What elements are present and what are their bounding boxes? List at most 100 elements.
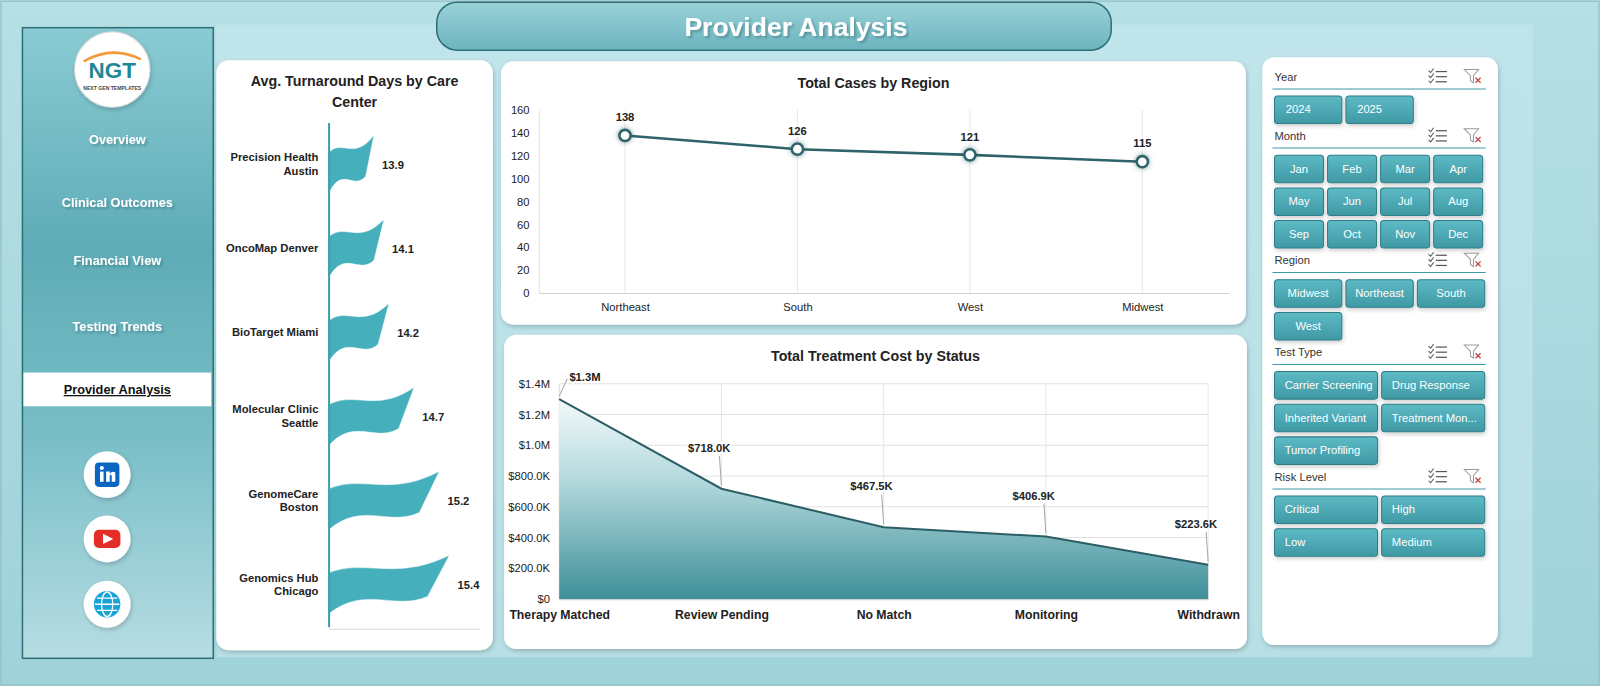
slicer-button[interactable]: Dec [1434,221,1483,249]
button-bg[interactable] [1381,155,1430,183]
button-bg[interactable] [1274,188,1323,216]
button-label[interactable]: Feb [1342,163,1361,175]
button-bg[interactable] [1346,96,1413,124]
button-bg[interactable] [1274,404,1377,432]
button-bg[interactable] [1381,221,1430,249]
button-label[interactable]: 2025 [1357,103,1382,115]
multiselect-icon[interactable] [1429,128,1447,142]
slicer-button[interactable]: May [1274,188,1323,216]
nav-item[interactable]: Financial View [74,253,162,268]
slicer-button[interactable]: 2024 [1274,96,1341,124]
button-bg[interactable] [1382,404,1485,432]
nav-item[interactable]: Overview [89,132,146,147]
slicer-button[interactable]: Treatment Mon... [1382,404,1485,432]
slicer-button[interactable]: Sep [1274,221,1323,249]
button-label[interactable]: Treatment Mon... [1392,412,1477,424]
button-label[interactable]: Aug [1448,195,1468,207]
button-bg[interactable] [1274,437,1377,465]
button-bg[interactable] [1434,221,1483,249]
slicer-button[interactable]: South [1417,280,1484,308]
button-label[interactable]: Northeast [1355,287,1405,299]
button-label[interactable]: Apr [1449,163,1467,175]
slicer-button[interactable]: Jun [1328,188,1377,216]
nav-item[interactable]: Clinical Outcomes [62,195,173,210]
multiselect-icon[interactable] [1429,69,1447,83]
slicer-button[interactable]: Nov [1381,221,1430,249]
button-bg[interactable] [1274,280,1341,308]
button-bg[interactable] [1434,188,1483,216]
button-bg[interactable] [1328,221,1377,249]
button-label[interactable]: West [1295,320,1321,332]
slicer-button[interactable]: Low [1274,529,1377,557]
slicer-button[interactable]: Feb [1328,155,1377,183]
button-label[interactable]: Midwest [1288,287,1330,299]
slicer-button[interactable]: Oct [1328,221,1377,249]
tick: $0 [538,593,560,605]
button-label[interactable]: Nov [1395,228,1415,240]
clear-filter-icon[interactable] [1464,129,1480,142]
clear-filter-icon[interactable] [1464,70,1480,83]
youtube-icon[interactable] [84,515,131,562]
button-bg[interactable] [1381,188,1430,216]
slicer-button[interactable]: Tumor Profiling [1274,437,1377,465]
button-bg[interactable] [1274,312,1341,340]
button-bg[interactable] [1274,496,1377,524]
clear-filter-icon[interactable] [1464,470,1480,483]
slicer-button[interactable]: Aug [1434,188,1483,216]
button-label[interactable]: Jan [1290,163,1308,175]
button-label[interactable]: 2024 [1286,103,1311,115]
button-bg[interactable] [1274,221,1323,249]
slicer-button[interactable]: Mar [1381,155,1430,183]
button-bg[interactable] [1346,280,1413,308]
nav-item[interactable]: Provider Analysis [64,382,171,397]
multiselect-icon[interactable] [1429,252,1447,266]
slicer-button[interactable]: Midwest [1274,280,1341,308]
slicer-button[interactable]: Inherited Variant [1274,404,1377,432]
slicer-button[interactable]: Drug Response [1382,372,1485,400]
clear-filter-icon[interactable] [1464,345,1480,358]
slicer-button[interactable]: Medium [1382,529,1485,557]
website-icon[interactable] [84,581,131,628]
button-label[interactable]: Tumor Profiling [1285,444,1361,456]
button-label[interactable]: High [1392,503,1415,515]
button-label[interactable]: May [1288,195,1310,207]
slicer-button[interactable]: Jul [1381,188,1430,216]
button-bg[interactable] [1274,96,1341,124]
slicer-button[interactable]: 2025 [1346,96,1413,124]
slicer-button[interactable]: Carrier Screening [1274,372,1377,400]
slicer-button[interactable]: West [1274,312,1341,340]
button-label[interactable]: Critical [1285,503,1319,515]
multiselect-icon[interactable] [1429,344,1447,358]
button-label[interactable]: Dec [1448,228,1468,240]
slicer-button[interactable]: Critical [1274,496,1377,524]
button-label[interactable]: Drug Response [1392,379,1470,391]
button-label[interactable]: Sep [1289,228,1309,240]
button-label[interactable]: Low [1285,536,1306,548]
button-bg[interactable] [1382,496,1485,524]
slicer-button[interactable]: Jan [1274,155,1323,183]
button-bg[interactable] [1328,155,1377,183]
slicer-button[interactable]: Apr [1434,155,1483,183]
button-bg[interactable] [1274,155,1323,183]
clear-filter-icon[interactable] [1464,253,1480,266]
button-label[interactable]: Oct [1343,228,1361,240]
multiselect-icon[interactable] [1429,469,1447,483]
button-bg[interactable] [1274,529,1377,557]
button-bg[interactable] [1417,280,1484,308]
linkedin-icon[interactable] [84,451,131,498]
button-bg[interactable] [1382,372,1485,400]
button-label[interactable]: South [1436,287,1465,299]
button-label[interactable]: Inherited Variant [1285,412,1367,424]
button-bg[interactable] [1434,155,1483,183]
button-label[interactable]: Mar [1395,163,1415,175]
button-label[interactable]: Carrier Screening [1285,379,1373,391]
button-bg[interactable] [1328,188,1377,216]
button-bg[interactable] [1382,529,1485,557]
button-bg[interactable] [1274,372,1377,400]
slicer-button[interactable]: Northeast [1346,280,1413,308]
nav-item[interactable]: Testing Trends [72,319,162,334]
button-label[interactable]: Jul [1398,195,1412,207]
slicer-button[interactable]: High [1382,496,1485,524]
button-label[interactable]: Jun [1343,195,1361,207]
button-label[interactable]: Medium [1392,536,1432,548]
